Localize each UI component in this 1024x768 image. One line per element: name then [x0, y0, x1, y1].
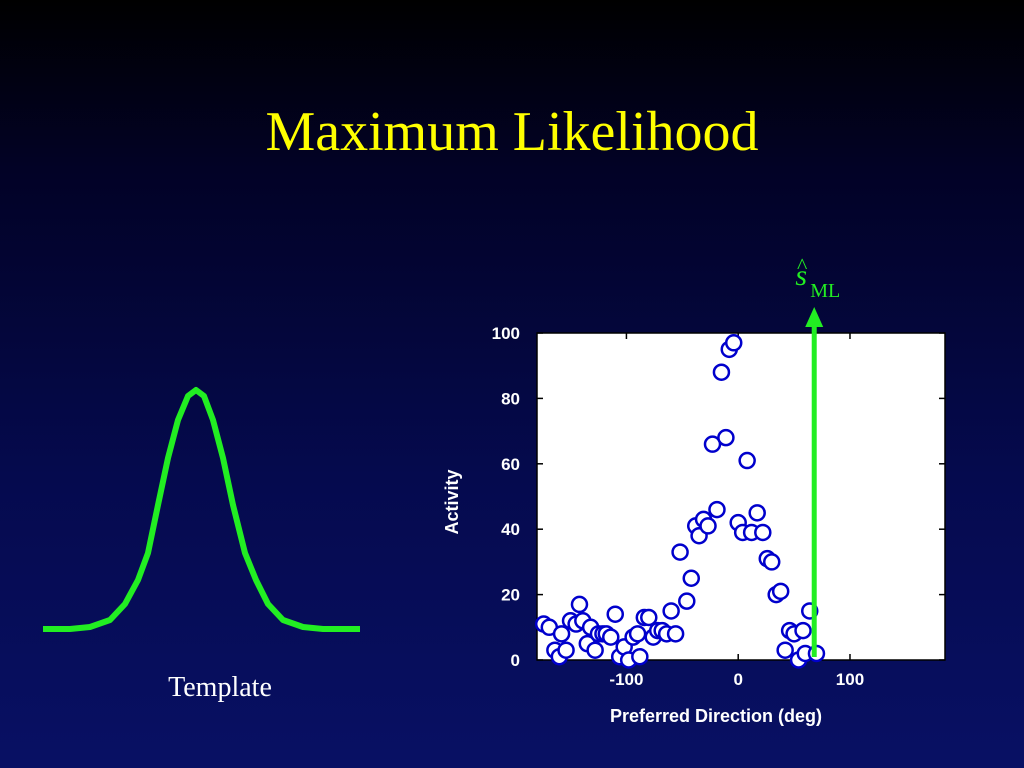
- y-tick-label: 20: [501, 586, 520, 605]
- data-point: [712, 363, 731, 381]
- ml-estimate-symbol: s: [795, 259, 807, 292]
- data-point: [586, 641, 604, 659]
- x-tick-label: -100: [609, 670, 643, 689]
- data-point: [708, 500, 726, 519]
- data-point: [771, 582, 790, 601]
- plot-area: [536, 332, 946, 661]
- y-axis-title: Activity: [442, 469, 462, 534]
- data-point: [552, 625, 571, 643]
- slide-title: Maximum Likelihood: [265, 101, 759, 163]
- x-tick-label: 0: [733, 670, 742, 689]
- data-point: [662, 602, 680, 620]
- data-point: [717, 428, 735, 447]
- ml-estimate-hat: ^: [797, 253, 808, 278]
- data-point: [628, 625, 647, 643]
- data-point: [699, 517, 717, 535]
- data-point: [776, 641, 794, 659]
- ml-estimate-subscript: ML: [810, 280, 840, 302]
- data-point: [748, 504, 766, 522]
- data-point: [570, 595, 589, 614]
- y-tick-labels: 0 20 40 60 80 100: [492, 324, 520, 670]
- y-tick-label: 40: [501, 520, 520, 539]
- data-point: [606, 605, 624, 623]
- template-caption: Template: [168, 672, 272, 703]
- y-tick-label: 100: [492, 324, 520, 343]
- data-point: [762, 553, 781, 571]
- template-curve-figure: [43, 387, 360, 632]
- y-tick-label: 60: [501, 455, 520, 474]
- data-point: [557, 641, 575, 659]
- x-tick-labels: -100 0 100: [609, 670, 864, 689]
- y-tick-label: 0: [511, 651, 520, 670]
- data-point: [738, 451, 756, 470]
- data-point: [602, 628, 620, 646]
- ml-estimate-arrow-head: [805, 307, 824, 327]
- data-point: [640, 608, 658, 627]
- data-point: [666, 625, 685, 643]
- data-points: [534, 334, 826, 669]
- data-point: [678, 592, 696, 610]
- x-axis-title: Preferred Direction (deg): [610, 706, 822, 726]
- data-point: [671, 543, 689, 561]
- data-point: [631, 647, 649, 666]
- data-point: [703, 435, 722, 453]
- y-tick-label: 80: [501, 389, 520, 408]
- data-point: [724, 334, 743, 352]
- template-gaussian-curve: [43, 387, 360, 632]
- data-point: [794, 621, 812, 640]
- x-tick-label: 100: [836, 670, 864, 689]
- data-point: [754, 523, 772, 542]
- data-point: [682, 569, 701, 587]
